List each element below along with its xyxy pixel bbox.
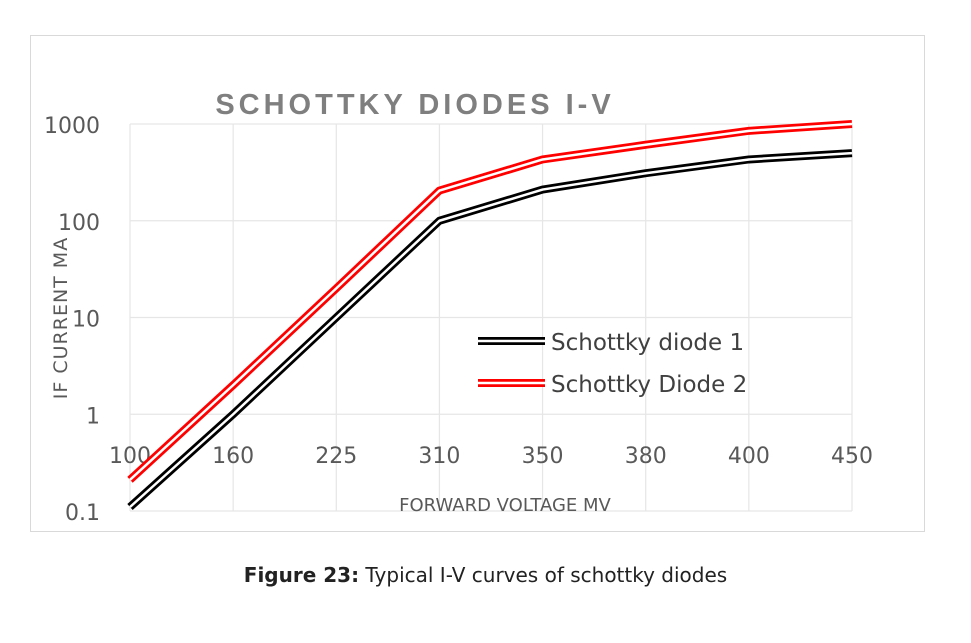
series-line-outer-2	[127, 120, 853, 483]
x-tick-label: 310	[418, 444, 460, 469]
x-tick-label: 400	[728, 444, 770, 469]
chart-frame	[30, 35, 925, 532]
chart-title: SCHOTTKY DIODES I-V	[215, 89, 614, 121]
x-tick-label: 350	[522, 444, 564, 469]
x-tick-label: 225	[315, 444, 357, 469]
y-tick-label: 100	[58, 211, 100, 236]
y-tick-label: 1	[86, 404, 100, 429]
caption-label: Figure 23:	[243, 563, 360, 587]
x-tick-label: 380	[625, 444, 667, 469]
legend-label: Schottky Diode 2	[551, 372, 747, 398]
x-axis-label: FORWARD VOLTAGE MV	[399, 495, 611, 516]
y-tick-label: 1000	[44, 114, 100, 139]
y-axis-label: IF CURRENT MA	[50, 237, 72, 399]
chart: SCHOTTKY DIODES I-V IF CURRENT MA FORWAR…	[44, 89, 873, 526]
series-line-inner-1	[129, 151, 853, 508]
caption-text: Typical I-V curves of schottky diodes	[359, 563, 728, 587]
x-tick-label: 450	[831, 444, 873, 469]
figure-caption: Figure 23: Typical I-V curves of schottk…	[0, 563, 971, 587]
y-tick-label: 0.1	[65, 501, 100, 526]
x-tick-label: 160	[212, 444, 254, 469]
legend-label: Schottky diode 1	[551, 330, 744, 356]
series-line-inner-2	[129, 122, 853, 481]
y-tick-label: 10	[72, 308, 100, 333]
